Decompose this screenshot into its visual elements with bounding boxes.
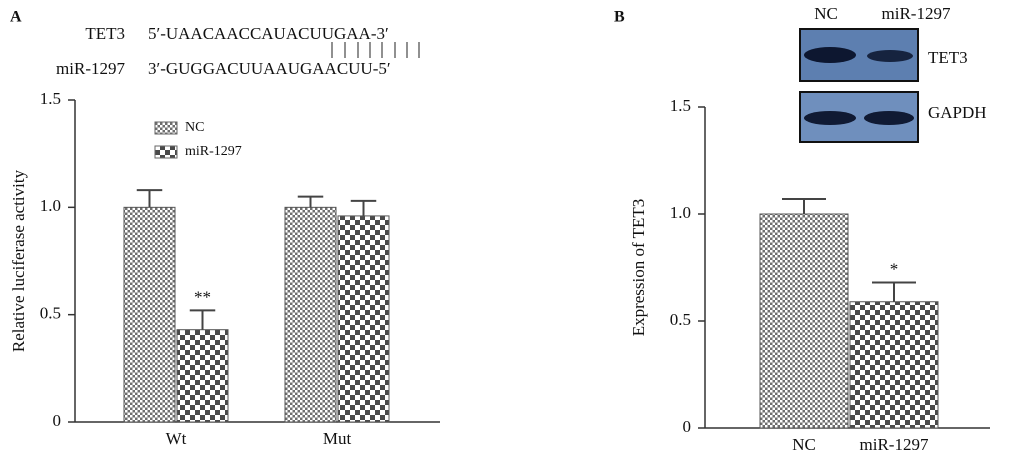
significance: * [890,259,899,278]
x-tick-label: NC [792,435,816,454]
bar [760,214,848,428]
y-tick-label: 1.5 [670,96,691,115]
x-tick-label: Mut [323,429,352,448]
blot-lane-label: NC [814,4,838,23]
sequence-text: 5′-UAACAACCAUACUUGAA-3′ [148,24,389,43]
sequence-name: miR-1297 [56,59,125,78]
bar [850,302,938,428]
y-tick-label: 1.0 [670,203,691,222]
y-tick-label: 0.5 [40,304,61,323]
x-tick-label: Wt [166,429,187,448]
legend-swatch [155,146,177,158]
figure: A Relative luciferase activity 0 0.5 1.0 1.5 W… [0,0,1025,458]
y-tick-label: 0.5 [670,310,691,329]
panel-label: B [614,9,625,26]
panel-label: A [10,9,22,26]
legend-label: NC [185,120,204,135]
bar [177,330,228,422]
blot-band-label: GAPDH [928,103,987,122]
y-axis-label: Expression of TET3 [629,199,648,337]
blot-lane-label: miR-1297 [882,4,951,23]
legend-swatch [155,122,177,134]
legend-label: miR-1297 [185,144,242,159]
y-tick-label: 1.0 [40,196,61,215]
y-tick-label: 0 [53,411,62,430]
y-axis-label: Relative luciferase activity [9,169,28,352]
bar [338,216,389,422]
bar [124,207,175,422]
sequence-name: TET3 [85,24,125,43]
western-blot [800,29,918,142]
blot-band-label: TET3 [928,48,968,67]
y-tick-label: 0 [683,417,692,436]
bar [285,207,336,422]
x-tick-label: miR-1297 [860,435,929,454]
significance: ** [194,287,211,306]
y-tick-label: 1.5 [40,89,61,108]
sequence-text: 3′-GUGGACUUAAUGAACUU-5′ [148,59,391,78]
base-pairs [332,42,419,58]
